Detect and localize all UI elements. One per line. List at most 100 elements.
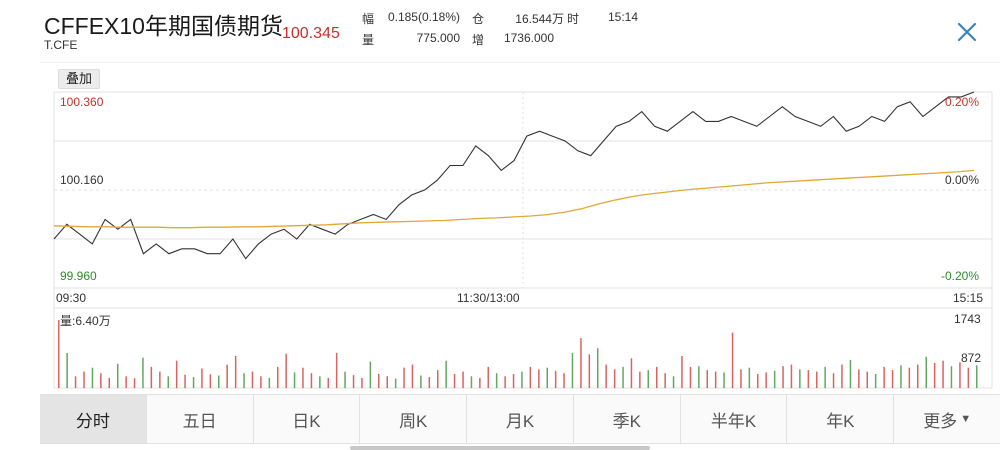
volume-bar bbox=[613, 369, 616, 388]
chart-area: 叠加 100.360 100.160 99.960 0.20% 0.00% -0… bbox=[0, 62, 1000, 392]
position-value: 16.544万 bbox=[515, 12, 564, 26]
increase-value: 1736.000 bbox=[503, 31, 554, 45]
volume-bar bbox=[285, 353, 287, 388]
home-indicator bbox=[350, 446, 650, 450]
price-axis-mid: 100.160 bbox=[60, 173, 104, 187]
volume-bar bbox=[529, 366, 532, 388]
tab-intraday[interactable]: 分时 bbox=[40, 395, 147, 443]
volume-bar bbox=[150, 366, 153, 388]
volume-bar bbox=[74, 376, 77, 388]
volume-bar bbox=[411, 364, 414, 388]
volume-bar bbox=[656, 366, 658, 388]
tab-more[interactable]: 更多 ▼ bbox=[894, 395, 1000, 443]
volume-value: 775.000 bbox=[416, 31, 460, 45]
volume-bar bbox=[689, 366, 692, 388]
volume-bar bbox=[512, 374, 515, 388]
volume-bar bbox=[891, 370, 894, 388]
volume-bar bbox=[293, 372, 296, 388]
price-axis-top: 100.360 bbox=[60, 95, 104, 109]
tab-weekly-k[interactable]: 周K bbox=[360, 395, 468, 443]
volume-bar bbox=[142, 357, 144, 388]
tab-intraday-label: 分时 bbox=[75, 411, 110, 431]
volume-bar bbox=[437, 370, 439, 388]
volume-bar bbox=[83, 371, 85, 388]
instrument-title: CFFEX10年期国债期货 bbox=[44, 13, 283, 39]
volume-bar bbox=[538, 369, 540, 388]
volume-bar bbox=[672, 376, 675, 388]
volume-bar bbox=[133, 378, 136, 388]
tab-quarterly-k-label: 季K bbox=[612, 411, 641, 431]
tab-yearly-k[interactable]: 年K bbox=[787, 395, 895, 443]
volume-bar bbox=[664, 373, 666, 388]
volume-bar bbox=[706, 370, 708, 388]
volume-bar bbox=[950, 366, 953, 388]
volume-bar bbox=[942, 360, 944, 388]
volume-bar bbox=[495, 373, 498, 388]
volume-axis-top: 1743 bbox=[954, 312, 981, 326]
volume-bar bbox=[108, 377, 110, 388]
volume-bar bbox=[630, 358, 633, 388]
tab-half-year-k-label: 半年K bbox=[710, 411, 757, 431]
volume-bar bbox=[100, 373, 102, 388]
volume-bar bbox=[66, 352, 68, 388]
volume-bar bbox=[647, 370, 649, 388]
volume-bar bbox=[824, 366, 826, 388]
volume-bar bbox=[563, 373, 565, 388]
volume-panel-label: 量:6.40万 bbox=[60, 314, 111, 328]
volume-bar bbox=[571, 352, 574, 388]
volume-bar bbox=[748, 367, 751, 388]
volume-bar bbox=[731, 332, 734, 388]
volume-bar bbox=[386, 376, 388, 388]
volume-bar bbox=[344, 371, 346, 388]
tab-daily-k[interactable]: 日K bbox=[254, 395, 361, 443]
volume-bar bbox=[757, 374, 759, 388]
time-label-mid: 11:30/13:00 bbox=[457, 291, 520, 305]
caret-down-icon: ▼ bbox=[960, 413, 972, 425]
volume-axis-mid: 872 bbox=[961, 351, 982, 365]
volume-bar bbox=[184, 374, 186, 388]
tab-yearly-k-label: 年K bbox=[826, 411, 855, 431]
volume-bar bbox=[251, 371, 254, 388]
chart-svg bbox=[40, 62, 1000, 389]
period-tabs: 分时 五日 日K 周K 月K 季K 半年K 年K 更多 ▼ bbox=[40, 394, 1000, 444]
tab-five-day[interactable]: 五日 bbox=[147, 395, 254, 443]
volume-bar bbox=[487, 366, 489, 388]
percent-axis-top: 0.20% bbox=[945, 95, 980, 109]
volume-bar bbox=[874, 374, 877, 388]
instrument-symbol: T.CFE bbox=[44, 38, 78, 52]
overlay-button[interactable]: 叠加 bbox=[58, 69, 100, 89]
volume-bar bbox=[243, 373, 245, 388]
tab-monthly-k[interactable]: 月K bbox=[467, 395, 574, 443]
volume-bar bbox=[546, 367, 548, 388]
volume-bar bbox=[816, 371, 818, 388]
tab-weekly-k-label: 周K bbox=[399, 411, 428, 431]
volume-bar bbox=[790, 364, 793, 388]
time-value: 15:14 bbox=[607, 10, 638, 24]
volume-bar bbox=[976, 365, 978, 388]
time-label: 时 bbox=[567, 12, 580, 26]
volume-bar bbox=[858, 369, 860, 388]
volume-bar bbox=[521, 371, 523, 388]
volume-bar bbox=[226, 364, 228, 388]
current-price: 100.345 bbox=[282, 25, 340, 42]
close-icon[interactable] bbox=[954, 19, 980, 45]
volume-bar bbox=[192, 377, 195, 388]
increase-label: 增 bbox=[472, 33, 485, 47]
volume-bar bbox=[554, 370, 557, 388]
volume-bar bbox=[723, 372, 725, 388]
volume-bar bbox=[681, 356, 683, 388]
tab-monthly-k-label: 月K bbox=[505, 411, 535, 431]
tab-quarterly-k[interactable]: 季K bbox=[574, 395, 681, 443]
volume-bar bbox=[310, 373, 313, 388]
avg-price-line bbox=[53, 169, 975, 229]
tab-five-day-label: 五日 bbox=[182, 411, 217, 431]
volume-bar bbox=[175, 360, 178, 388]
volume-bar bbox=[622, 366, 624, 388]
tab-half-year-k[interactable]: 半年K bbox=[681, 395, 788, 443]
volume-bar bbox=[849, 359, 852, 388]
volume-bar bbox=[883, 366, 885, 388]
volume-label: 量 bbox=[362, 33, 375, 47]
volume-bar bbox=[361, 377, 363, 388]
volume-bar bbox=[782, 366, 784, 388]
volume-bar bbox=[268, 377, 271, 388]
